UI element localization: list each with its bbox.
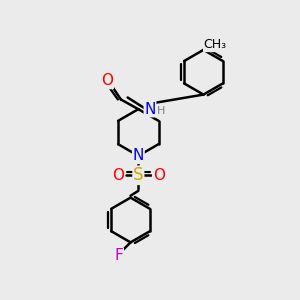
Text: O: O [112, 168, 124, 183]
Text: O: O [101, 74, 113, 88]
Text: O: O [153, 168, 165, 183]
Text: N: N [133, 148, 144, 163]
Text: N: N [144, 102, 156, 117]
Text: S: S [133, 166, 144, 184]
Text: CH₃: CH₃ [204, 38, 227, 52]
Text: F: F [115, 248, 123, 263]
Text: H: H [157, 106, 165, 116]
